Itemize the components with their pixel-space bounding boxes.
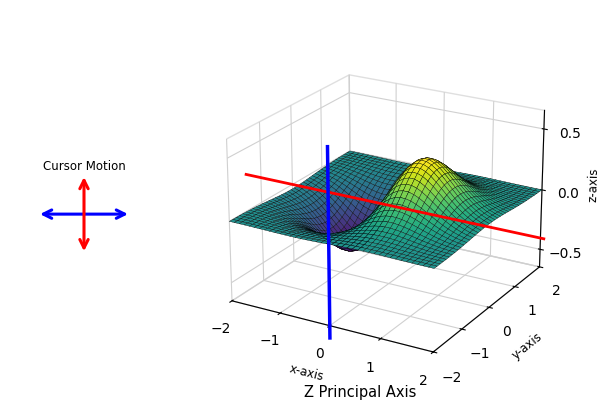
Text: Z Principal Axis: Z Principal Axis [304,385,416,400]
Y-axis label: y-axis: y-axis [509,330,545,362]
Text: Cursor Motion: Cursor Motion [43,160,125,173]
X-axis label: x-axis: x-axis [288,362,325,383]
